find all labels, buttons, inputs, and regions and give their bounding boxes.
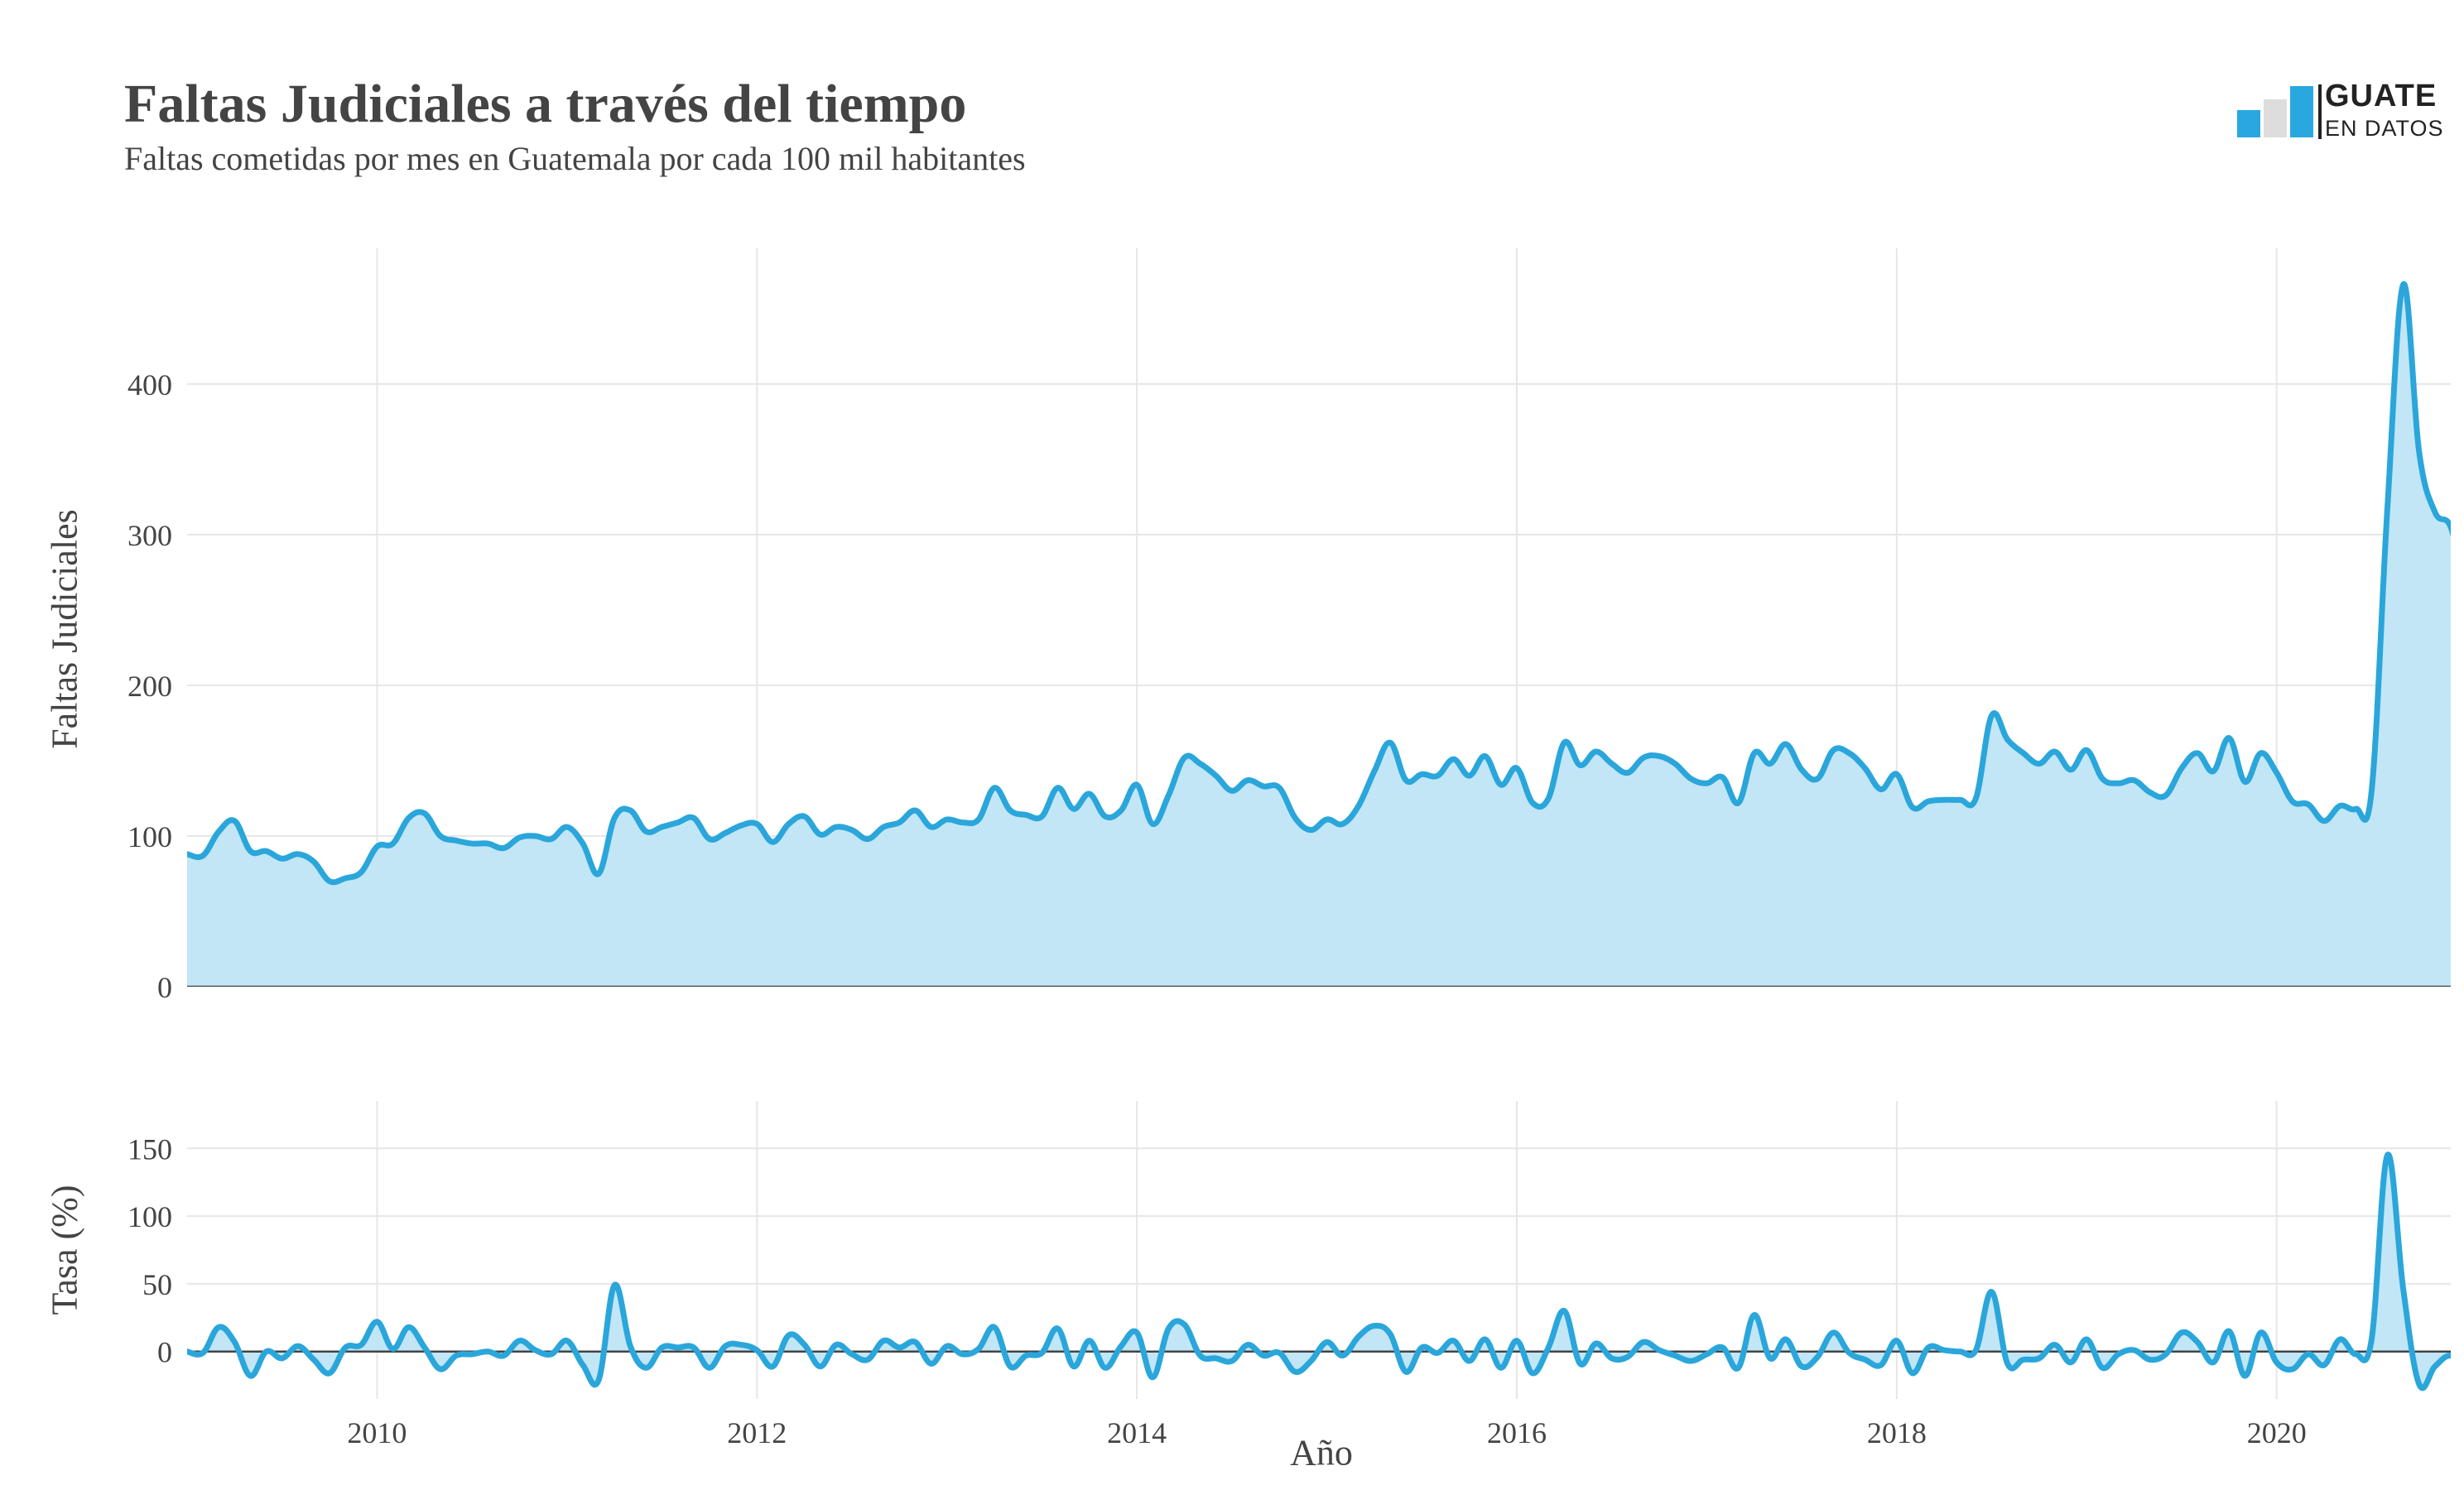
- chart-subtitle: Faltas cometidas por mes en Guatemala po…: [124, 140, 1026, 177]
- x-ticks: 2010 2012 2014 2016 2018 2020: [347, 1416, 2306, 1449]
- x-tick-label-2014: 2014: [1107, 1416, 1167, 1449]
- sub-y-axis-label: Tasa (%): [44, 1185, 85, 1315]
- main-y-tick-label: 400: [128, 368, 172, 401]
- sub-y-tick-label: 0: [157, 1336, 172, 1369]
- main-y-tick-label: 100: [128, 820, 172, 853]
- sub-y-ticks: 0 50 100 150: [128, 1132, 172, 1368]
- logo-text-en-datos: EN DATOS: [2325, 116, 2444, 141]
- logo-divider: [2318, 84, 2322, 139]
- chart-title: Faltas Judiciales a través del tiempo: [124, 74, 967, 134]
- logo-text-guate: GUATE: [2325, 79, 2438, 113]
- main-y-ticks: 0 100 200 300 400: [128, 368, 172, 1004]
- main-y-tick-label: 0: [157, 971, 172, 1004]
- x-tick-label-2018: 2018: [1867, 1416, 1927, 1449]
- sub-plot: [187, 1151, 2451, 1391]
- logo-bar-1: [2237, 110, 2260, 137]
- sub-y-tick-label: 50: [142, 1268, 172, 1301]
- main-plot: [187, 281, 2451, 987]
- guate-en-datos-logo: [2237, 84, 2322, 139]
- main-y-tick-label: 200: [128, 670, 172, 703]
- main-y-axis-label: Faltas Judiciales: [44, 509, 85, 749]
- x-tick-label-2020: 2020: [2247, 1416, 2307, 1449]
- sub-grid: [187, 1101, 2451, 1399]
- main-series-line: [187, 281, 2451, 886]
- x-tick-label-2010: 2010: [347, 1416, 407, 1449]
- x-tick-label-2016: 2016: [1487, 1416, 1547, 1449]
- logo-bar-3: [2290, 86, 2313, 137]
- sub-series-line: [187, 1151, 2451, 1391]
- sub-y-tick-label: 150: [128, 1132, 172, 1166]
- logo-bar-2: [2264, 99, 2287, 137]
- sub-area-fill: [187, 1155, 2451, 1388]
- x-tick-label-2012: 2012: [727, 1416, 787, 1449]
- main-area-fill: [187, 284, 2451, 987]
- sub-y-tick-label: 100: [128, 1200, 172, 1233]
- main-y-tick-label: 300: [128, 519, 172, 552]
- x-axis-label: Año: [1290, 1432, 1353, 1473]
